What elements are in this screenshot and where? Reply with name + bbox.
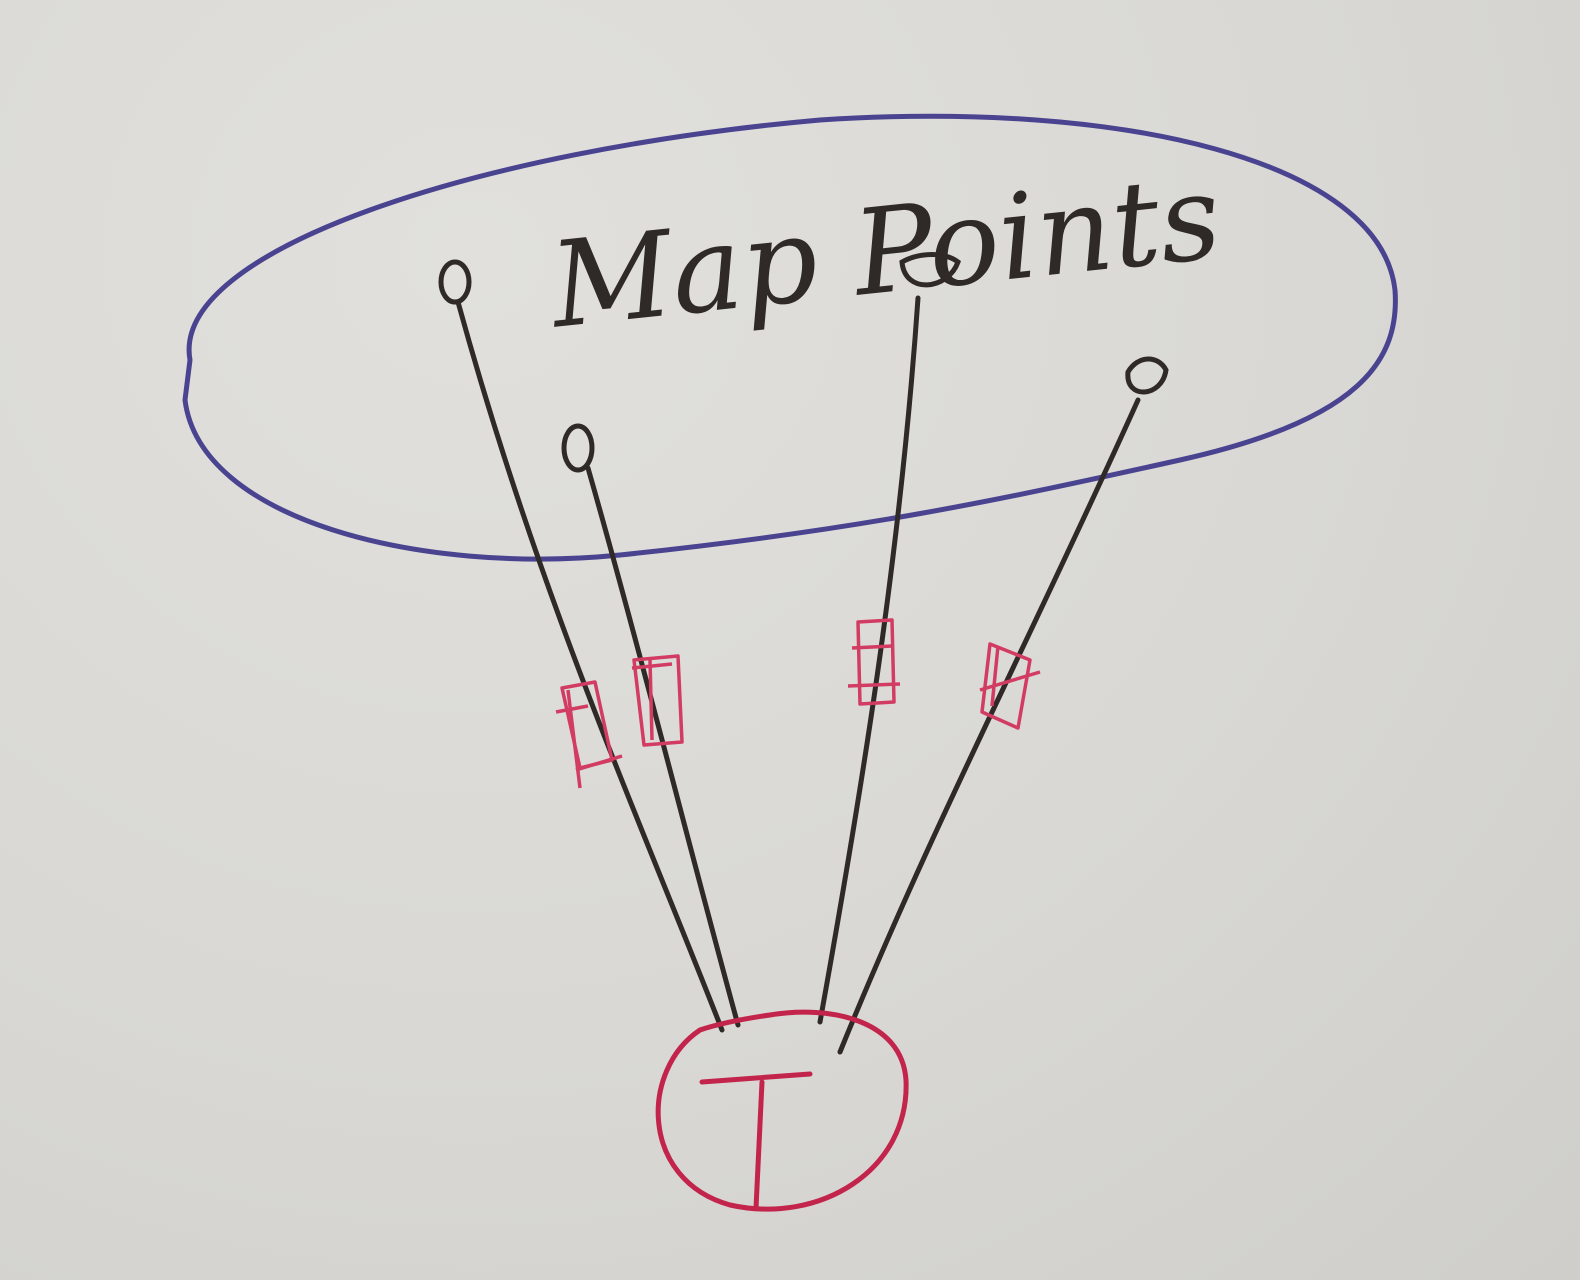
connection-lines — [455, 295, 1141, 1055]
tracker-node — [655, 1009, 909, 1212]
edge-markers — [555, 618, 1041, 789]
edge-marker-2 — [631, 654, 684, 747]
edge-line-2 — [585, 465, 741, 1028]
tracker-t-stem — [753, 1079, 765, 1211]
edge-line-1 — [455, 299, 725, 1033]
map-point-2 — [561, 423, 595, 473]
map-points — [438, 252, 1169, 473]
diagram-label: Map Points — [542, 147, 1226, 355]
edge-marker-4 — [979, 642, 1041, 730]
edge-marker-3 — [847, 618, 901, 706]
edge-marker-1 — [555, 680, 623, 789]
map-points-region — [182, 113, 1398, 562]
tracker-circle — [655, 1009, 909, 1212]
tracker-t-bar — [699, 1071, 813, 1085]
map-point-3 — [899, 252, 961, 288]
edge-line-3 — [817, 295, 921, 1025]
map-point-4 — [1125, 356, 1169, 395]
map-point-1 — [438, 259, 472, 305]
edge-line-4 — [837, 397, 1141, 1055]
